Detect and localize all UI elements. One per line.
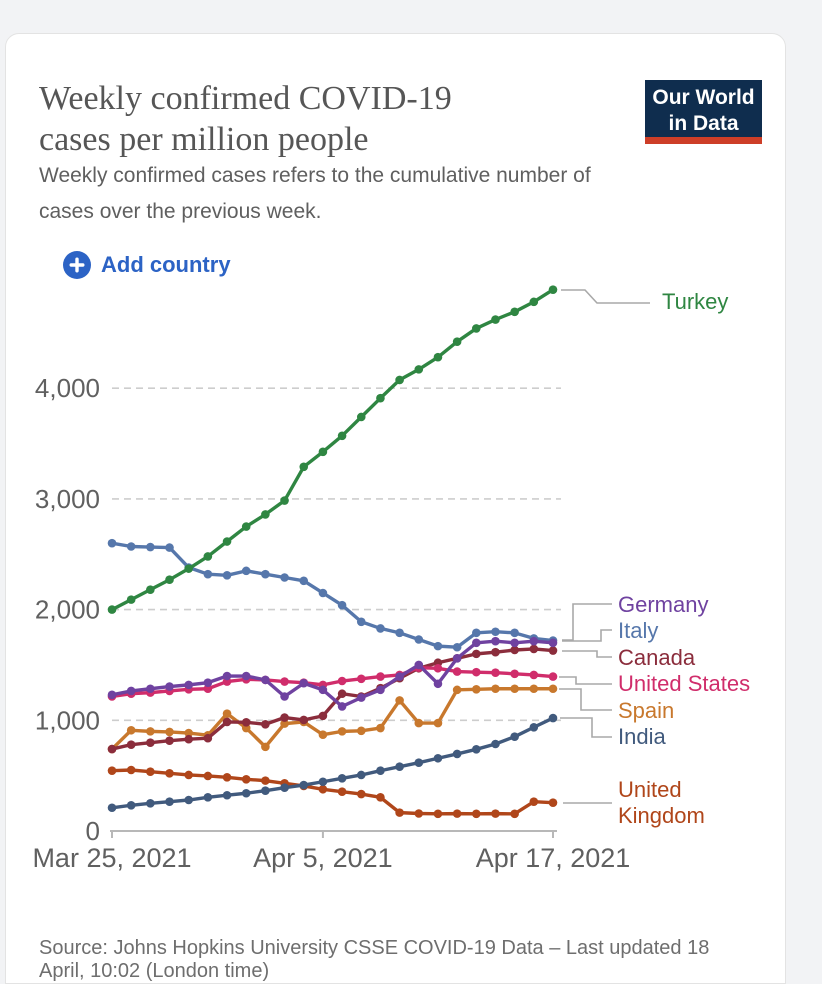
legend-label-spain[interactable]: Spain [618, 698, 674, 723]
legend-label-united-kingdom[interactable]: United [618, 777, 682, 802]
legend-label-turkey[interactable]: Turkey [662, 289, 728, 314]
source-note: Source: Johns Hopkins University CSSE CO… [39, 937, 710, 982]
chart-title-line2: cases per million people [39, 121, 369, 158]
add-country-button[interactable]: Add country [63, 251, 231, 279]
legend-label-india[interactable]: India [618, 724, 666, 749]
chart-title-line1: Weekly confirmed COVID-19 [39, 80, 452, 117]
legend-label-italy[interactable]: Italy [618, 618, 658, 643]
legend-label-united-states[interactable]: United States [618, 671, 750, 696]
legend-label-canada[interactable]: Canada [618, 645, 696, 670]
legend-label-united-kingdom[interactable]: Kingdom [618, 803, 705, 828]
owid-logo[interactable]: Our World in Data [645, 80, 762, 144]
add-country-plus-icon [63, 251, 91, 279]
add-country-label: Add country [101, 252, 231, 277]
chart-card: Weekly confirmed COVID-19 cases per milli… [5, 33, 786, 984]
owid-logo-line2: in Data [668, 112, 739, 135]
chart-title: Weekly confirmed COVID-19 cases per milli… [39, 78, 599, 160]
chart-footer: Source: Johns Hopkins University CSSE CO… [39, 937, 729, 984]
owid-logo-line1: Our World [652, 86, 755, 109]
legend-label-germany[interactable]: Germany [618, 592, 708, 617]
chart-subtitle: Weekly confirmed cases refers to the cum… [39, 164, 591, 223]
